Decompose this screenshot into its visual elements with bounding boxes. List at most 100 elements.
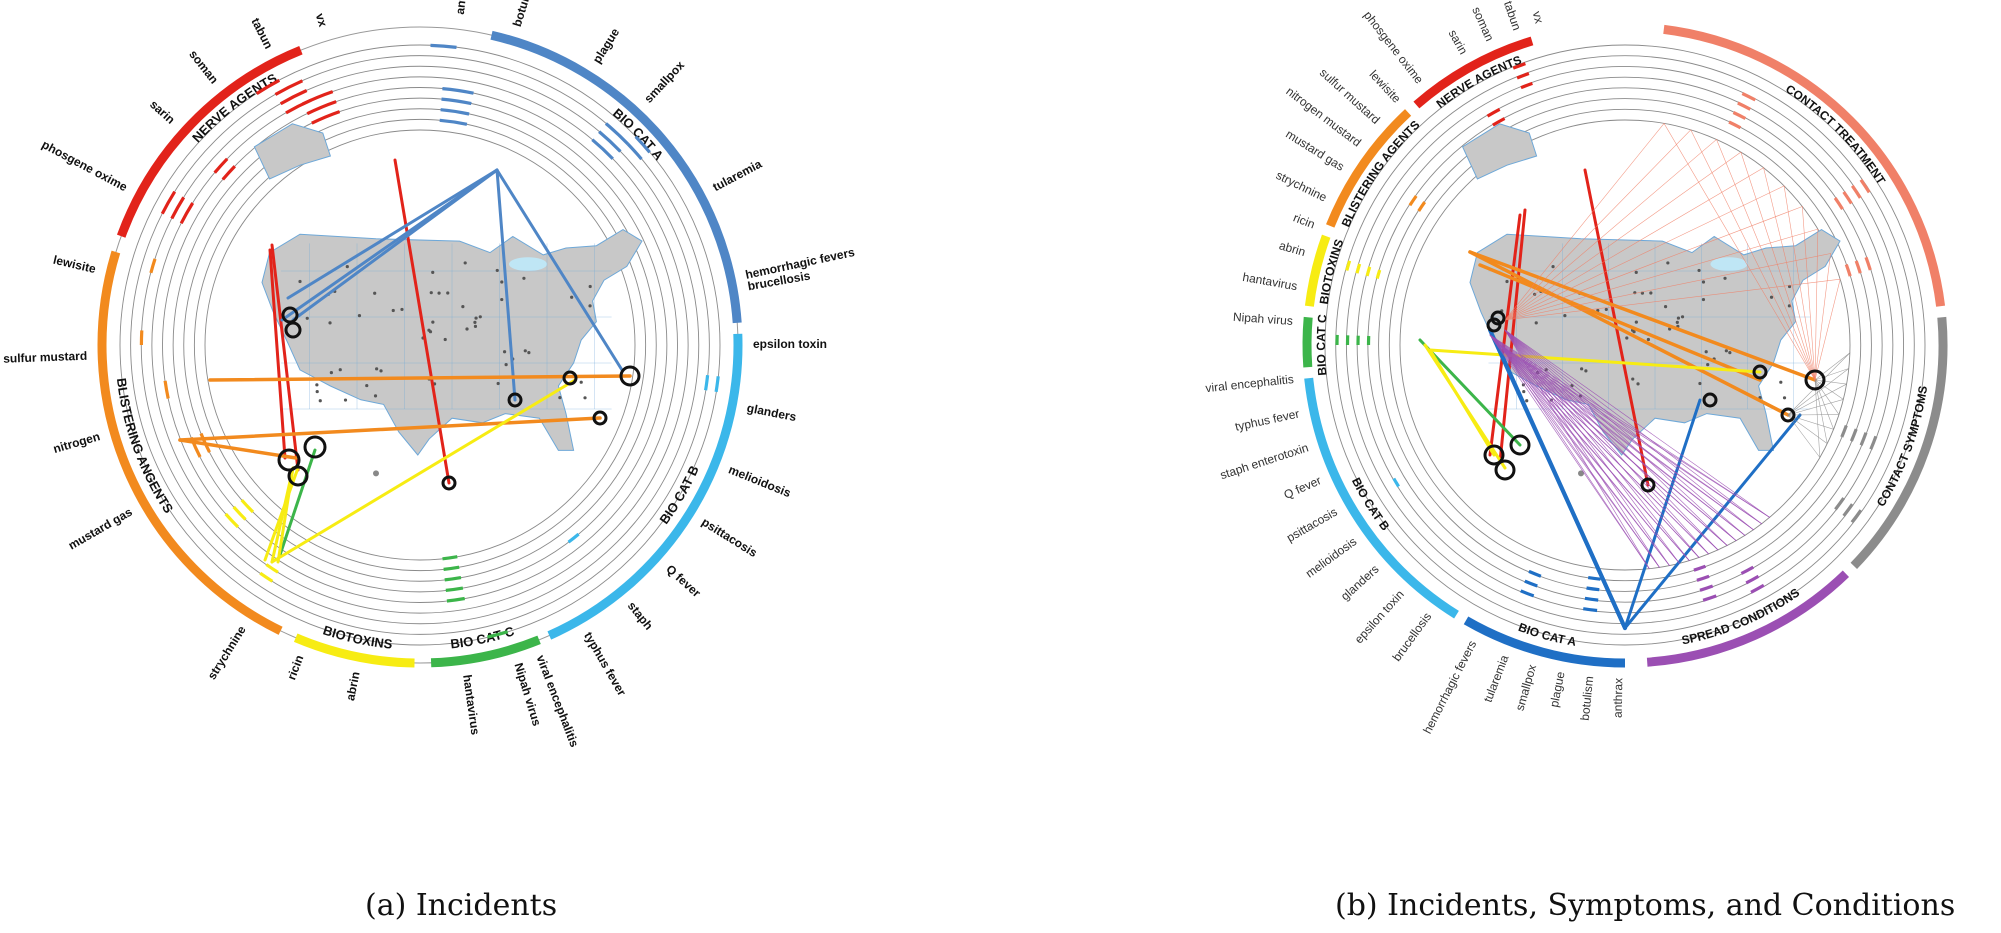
map-a-city-dot bbox=[463, 261, 467, 265]
agent-label: hantavirus bbox=[1241, 270, 1298, 293]
symptom-link bbox=[1787, 414, 1821, 458]
ring bbox=[140, 65, 700, 625]
symptom-link bbox=[1787, 368, 1850, 416]
agent-label: psittacosis bbox=[699, 515, 760, 560]
treatment-link bbox=[1690, 129, 1816, 381]
incident-mark bbox=[1750, 583, 1765, 594]
incident-location bbox=[1509, 434, 1531, 456]
ring bbox=[1399, 119, 1851, 571]
incident-location bbox=[277, 448, 301, 472]
incident-mark bbox=[1584, 596, 1599, 602]
agent-label: tabun bbox=[248, 16, 275, 51]
agent-label: strychnine bbox=[205, 623, 249, 682]
map-a-city-dot bbox=[473, 324, 478, 328]
treatment-link bbox=[1504, 139, 1717, 321]
ring bbox=[1367, 87, 1883, 603]
symptom-link bbox=[1787, 399, 1844, 416]
incident-mark bbox=[170, 196, 186, 220]
incident-mark bbox=[626, 142, 643, 161]
map-a-city-dot bbox=[583, 396, 587, 400]
incident-mark bbox=[1854, 260, 1862, 274]
incident-link bbox=[1418, 338, 1522, 447]
map-b-city-dot bbox=[1534, 321, 1538, 325]
ring bbox=[1324, 44, 1926, 646]
incident-mark bbox=[1345, 260, 1352, 271]
incident-mark bbox=[179, 202, 195, 225]
map-a-city-dot bbox=[443, 337, 447, 342]
condition-link bbox=[1504, 329, 1754, 531]
map-b-city-dot bbox=[1724, 349, 1728, 353]
map-a-city-dot bbox=[588, 284, 592, 289]
incident-mark bbox=[439, 118, 468, 126]
incident-mark bbox=[1355, 263, 1362, 274]
map-a-city-dot bbox=[373, 291, 377, 295]
incident-mark bbox=[1486, 107, 1501, 118]
incident-mark bbox=[1842, 503, 1854, 517]
map-a-city-dot bbox=[379, 369, 383, 373]
map-b-city-dot bbox=[1584, 369, 1588, 373]
condition-link bbox=[1504, 329, 1719, 551]
map-a-city-dot bbox=[523, 349, 527, 353]
ring bbox=[193, 118, 647, 572]
condition-link bbox=[1504, 329, 1650, 570]
map-b-city-dot bbox=[1505, 279, 1509, 284]
incident-mark bbox=[149, 258, 157, 274]
incident-mark bbox=[604, 122, 630, 146]
incident-link bbox=[1423, 343, 1507, 470]
incident-mark bbox=[1728, 120, 1742, 130]
condition-link bbox=[1499, 344, 1728, 546]
agent-label: vx bbox=[1530, 10, 1547, 25]
incident-link bbox=[280, 168, 499, 322]
ring bbox=[1388, 108, 1862, 582]
group-label-path: BIO CAT C bbox=[1314, 314, 1330, 377]
group-label: BIO CAT B bbox=[1349, 475, 1393, 533]
agent-label: hemorrhagic fevers bbox=[1420, 638, 1479, 736]
condition-link bbox=[1499, 344, 1680, 564]
incident-mark bbox=[440, 108, 470, 116]
incident-mark bbox=[567, 532, 580, 544]
treatment-link bbox=[1504, 167, 1764, 321]
agent-label: smallpox bbox=[641, 58, 687, 106]
incident-mark bbox=[1699, 584, 1714, 592]
map-b-city-dot bbox=[1522, 389, 1526, 394]
incident-link bbox=[1428, 348, 1762, 374]
map-a-city-dot bbox=[400, 307, 404, 312]
incident-mark bbox=[232, 505, 247, 521]
incident-mark bbox=[1512, 62, 1526, 70]
map-b-city-dot bbox=[1666, 261, 1670, 265]
incident-mark bbox=[1587, 576, 1601, 581]
agent-label: phosgene oxime bbox=[39, 137, 129, 194]
condition-link bbox=[1499, 344, 1746, 536]
condition-link bbox=[1504, 329, 1709, 555]
incident-location bbox=[507, 392, 523, 408]
incident-link bbox=[178, 416, 602, 442]
agent-label: staph enterotoxin bbox=[1218, 440, 1310, 482]
incident-mark bbox=[1859, 178, 1871, 194]
agent-label: glanders bbox=[1338, 562, 1382, 603]
condition-link bbox=[1499, 344, 1737, 541]
agent-label: typhus fever bbox=[581, 629, 629, 698]
incident-mark bbox=[221, 165, 236, 181]
group-arc bbox=[1304, 234, 1331, 307]
ring bbox=[204, 129, 636, 561]
agent-label: hantavirus bbox=[460, 674, 482, 736]
incident-mark bbox=[442, 87, 474, 95]
map-b-city-dot bbox=[1782, 396, 1787, 400]
incident-mark bbox=[1834, 497, 1846, 511]
condition-link bbox=[1499, 344, 1700, 558]
map-a-city-dot bbox=[315, 383, 319, 387]
map-a-city-dot bbox=[465, 327, 469, 331]
incident-mark bbox=[259, 571, 274, 583]
incident-location bbox=[1640, 477, 1656, 493]
condition-link bbox=[1489, 334, 1754, 531]
incident-mark bbox=[279, 89, 308, 106]
map-a-city-dot bbox=[431, 320, 435, 324]
incident-mark bbox=[255, 78, 281, 95]
incident-mark bbox=[1850, 509, 1863, 524]
incident-location bbox=[287, 465, 309, 487]
agent-label: brucellosis bbox=[1390, 610, 1435, 664]
map-b-city-dot bbox=[1663, 305, 1668, 309]
map-b-city-dot bbox=[1634, 320, 1638, 324]
incident-mark bbox=[189, 436, 202, 458]
map-b-city-dot bbox=[1631, 377, 1635, 381]
